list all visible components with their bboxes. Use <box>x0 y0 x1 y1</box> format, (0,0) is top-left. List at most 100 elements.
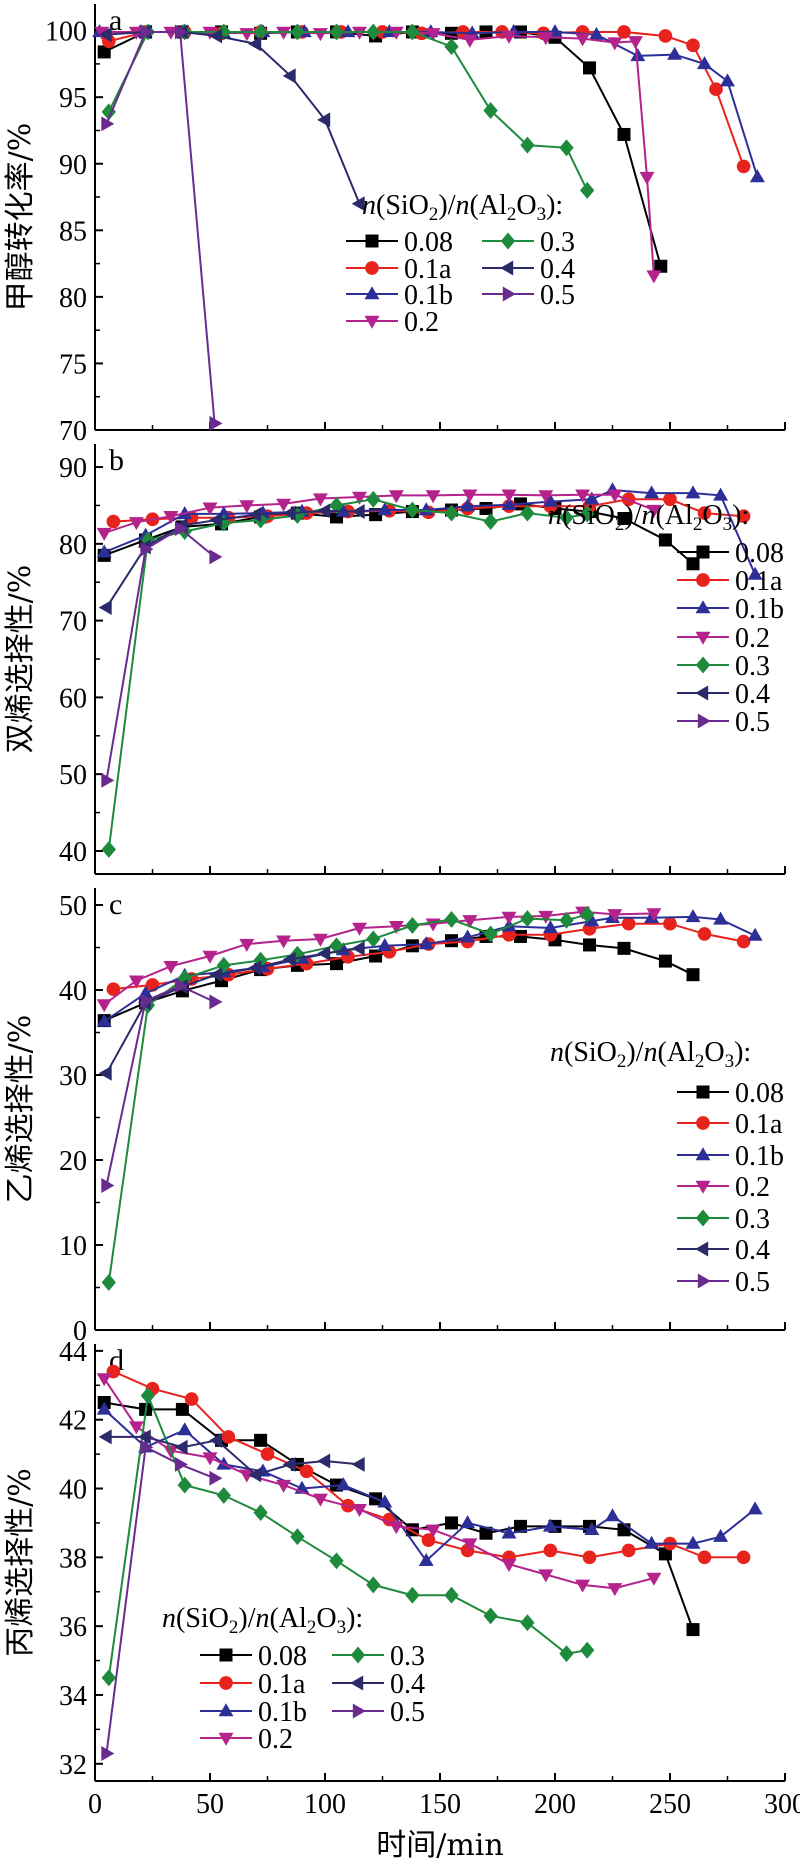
series-line <box>107 498 588 850</box>
data-point <box>202 502 218 516</box>
series-0.1a <box>106 916 751 996</box>
legend-marker <box>350 1646 366 1664</box>
data-point <box>617 127 631 141</box>
series-0.3 <box>101 905 595 1291</box>
data-point <box>697 506 712 520</box>
data-point <box>483 513 498 531</box>
legend-marker <box>695 1241 709 1257</box>
data-point <box>644 485 660 499</box>
data-point <box>177 1476 192 1494</box>
data-point <box>405 916 420 934</box>
data-point <box>216 956 231 974</box>
data-point <box>202 950 218 964</box>
y-tick-label: 32 <box>59 1750 87 1781</box>
legend-label: 0.5 <box>540 280 575 311</box>
data-point <box>445 1516 458 1530</box>
data-point <box>686 38 700 53</box>
data-point <box>209 415 223 431</box>
legend-marker <box>218 1703 234 1717</box>
data-point <box>216 23 231 41</box>
legend: n(SiO2)/n(Al2O3):0.080.1a0.1b0.2 0.30.40.… <box>162 1603 425 1755</box>
data-point <box>617 941 631 955</box>
data-point <box>276 935 292 949</box>
y-tick-label: 40 <box>59 1475 87 1506</box>
data-point <box>425 1524 441 1538</box>
legend-label: 0.3 <box>540 227 575 258</box>
data-point <box>317 945 331 961</box>
data-point <box>514 1519 527 1533</box>
data-point <box>216 514 231 532</box>
legend-label: 0.2 <box>258 1724 293 1755</box>
y-axis-title: 乙烯选择性/% <box>3 1015 38 1204</box>
y-tick-label: 90 <box>59 150 87 181</box>
legend-label: 0.08 <box>258 1641 307 1672</box>
data-point <box>101 1178 115 1193</box>
data-point <box>617 511 631 525</box>
legend-label: 0.1b <box>735 594 784 625</box>
x-tick-label: 0 <box>88 1789 102 1820</box>
data-point <box>538 490 554 504</box>
data-point <box>584 1522 600 1536</box>
data-point <box>444 504 459 522</box>
data-point <box>184 1392 199 1406</box>
data-point <box>542 493 558 507</box>
series-line <box>107 913 588 1283</box>
data-point <box>607 37 623 51</box>
data-point <box>580 1641 595 1659</box>
data-point <box>366 23 381 41</box>
legend-marker <box>219 1676 233 1690</box>
data-point <box>559 509 574 527</box>
data-point <box>388 490 404 504</box>
data-point <box>96 1401 112 1415</box>
series-0.5 <box>101 978 223 1193</box>
data-point <box>628 36 643 50</box>
data-point <box>202 1452 218 1466</box>
data-point <box>202 26 218 40</box>
data-point <box>538 910 554 924</box>
data-point <box>559 1645 574 1663</box>
y-tick-label: 36 <box>59 1612 87 1643</box>
data-point <box>351 196 365 212</box>
data-point <box>98 600 112 616</box>
data-point <box>646 908 662 922</box>
series-line <box>103 910 654 1006</box>
x-tick-label: 50 <box>196 1789 224 1820</box>
series-0.1b <box>92 24 765 183</box>
data-point <box>366 930 381 948</box>
data-point <box>418 1552 434 1566</box>
data-point <box>405 23 420 41</box>
legend-label: 0.2 <box>735 1172 770 1203</box>
data-point <box>260 1447 275 1461</box>
data-point <box>444 38 459 56</box>
panel-c: 0 10 20 30 40 50 c 乙烯选择性/% n(SiO2)/n(Al2O3): 0.08… <box>3 888 786 1347</box>
data-point <box>96 999 112 1013</box>
legend-marker <box>695 1180 711 1194</box>
data-point <box>605 1508 620 1522</box>
data-point <box>329 23 344 41</box>
y-tick-label: 50 <box>59 760 87 791</box>
data-point <box>580 181 595 199</box>
legend-marker <box>696 1085 710 1099</box>
data-point <box>583 938 596 952</box>
y-axis-title: 双烯选择性/% <box>3 565 38 754</box>
data-point <box>520 910 535 928</box>
data-point <box>329 937 344 955</box>
data-point <box>340 24 356 38</box>
data-point <box>216 1486 231 1504</box>
data-point <box>520 504 535 522</box>
data-point <box>543 1543 558 1558</box>
series-line <box>103 30 662 267</box>
data-point <box>248 960 262 976</box>
x-axis-title: 时间/min <box>376 1828 503 1863</box>
legend-label: 0.5 <box>735 707 770 738</box>
legend-label: 0.1b <box>404 280 453 311</box>
panel-a: 70 75 80 85 90 95 100 a 甲醇转化率/% n(SiO2)/n(Al2O3):… <box>3 4 786 447</box>
data-point <box>520 136 535 154</box>
series-line <box>103 493 655 535</box>
data-point <box>460 929 476 943</box>
legend-marker <box>500 260 514 276</box>
y-tick-label: 0 <box>73 1316 87 1347</box>
data-point <box>352 922 367 936</box>
data-point <box>290 1528 305 1546</box>
data-point <box>483 102 498 119</box>
